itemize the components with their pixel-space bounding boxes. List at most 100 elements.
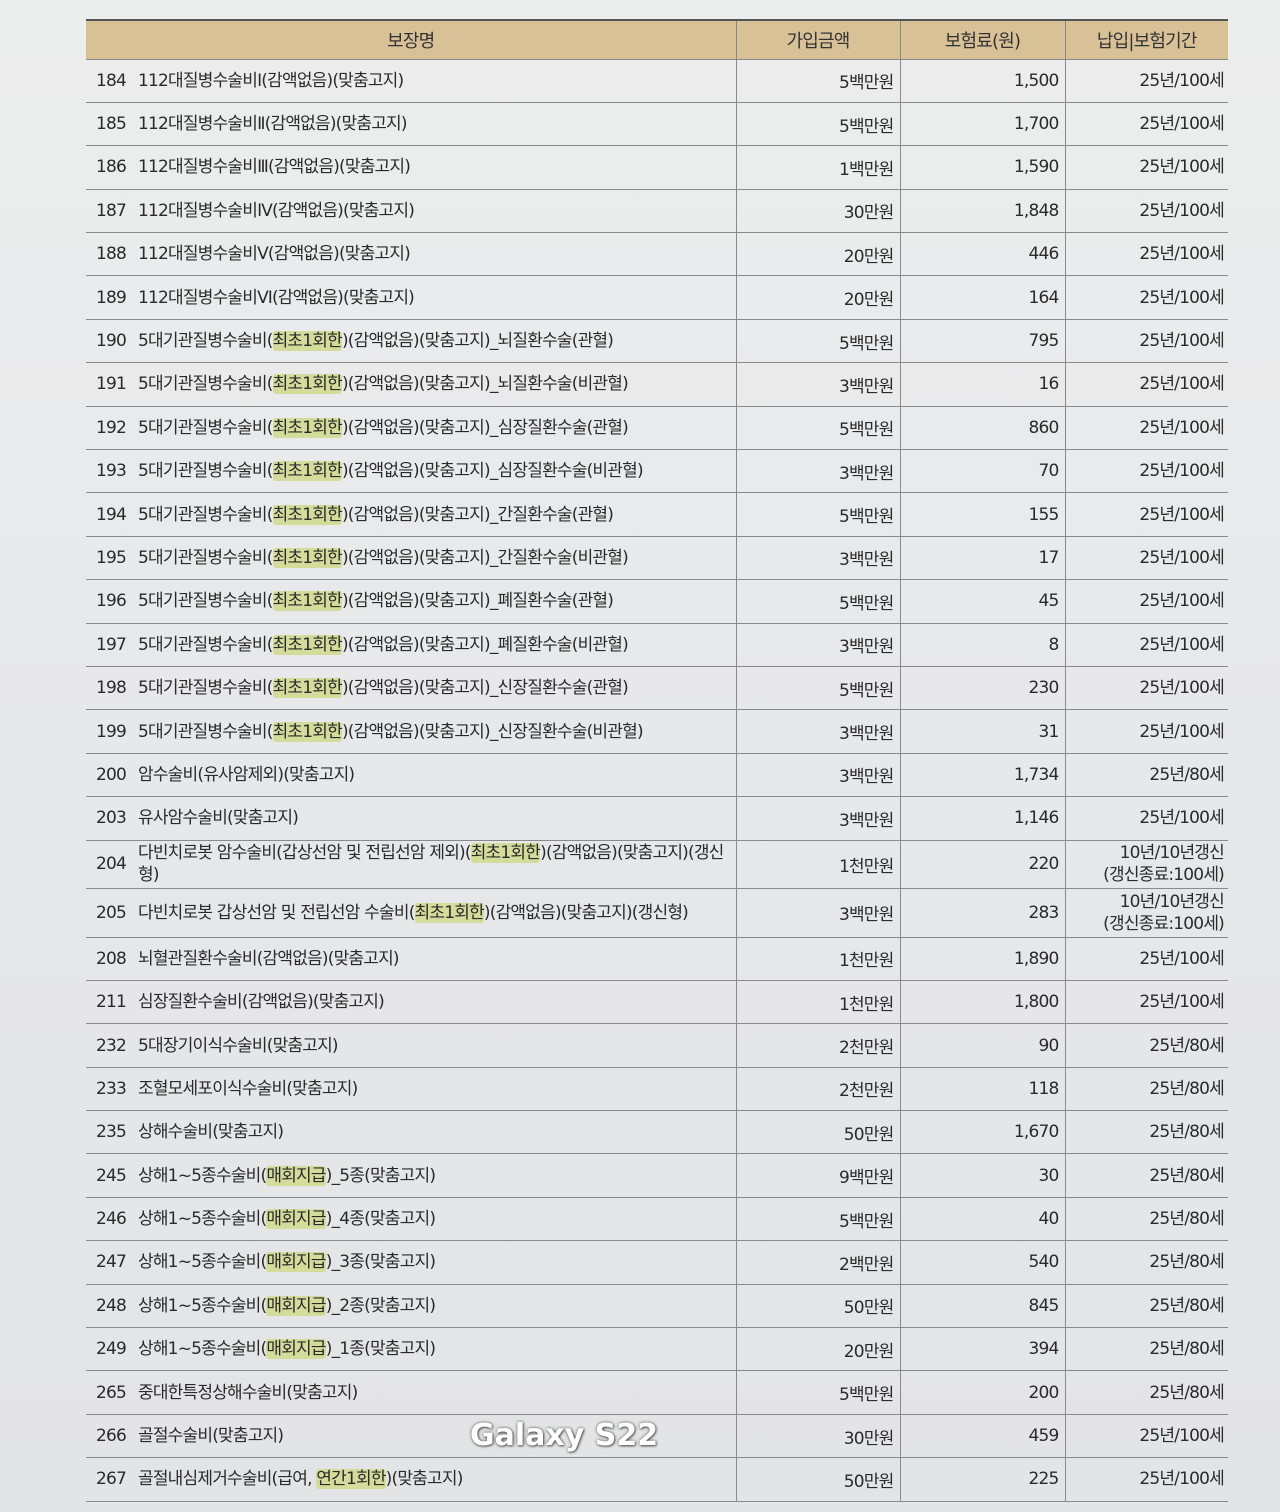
highlighted-text: 최초1회한 bbox=[272, 678, 343, 699]
row-number: 235 bbox=[96, 1122, 127, 1143]
coverage-cell: 205 다빈치로봇 갑상선암 및 전립선암 수술비(최초1회한)(감액없음)(맞춤… bbox=[86, 888, 736, 938]
period-text: 25년/100세 bbox=[1139, 992, 1224, 1013]
coverage-name-text: 112대질병수술비Ⅳ(감액없음)(맞춤고지) bbox=[138, 200, 415, 221]
amount-cell: 3백만원 bbox=[735, 535, 900, 580]
coverage-cell: 186 112대질병수술비Ⅲ(감액없음)(맞춤고지) bbox=[86, 145, 736, 190]
coverage-cell-content: 185 112대질병수술비Ⅱ(감액없음)(맞춤고지) bbox=[96, 113, 730, 135]
coverage-cell: 192 5대기관질병수술비(최초1회한)(감액없음)(맞춤고지)_심장질환수술(관… bbox=[86, 405, 736, 450]
period-cell: 25년/80세 bbox=[1064, 1240, 1228, 1285]
row-number: 203 bbox=[96, 808, 127, 829]
premium-cell: 16 bbox=[899, 362, 1065, 407]
coverage-cell-content: 232 5대장기이식수술비(맞춤고지) bbox=[96, 1035, 730, 1057]
coverage-name-suffix: )(감액없음)(맞춤고지)_신장질환수술(비관혈) bbox=[341, 721, 644, 742]
coverage-cell-content: 265 중대한특정상해수술비(맞춤고지) bbox=[96, 1382, 730, 1404]
coverage-name: 상해1~5종수술비(매회지급)_5종(맞춤고지) bbox=[138, 1165, 730, 1187]
amount-cell: 3백만원 bbox=[735, 752, 900, 797]
amount-cell: 1천만원 bbox=[735, 936, 900, 981]
coverage-name: 상해1~5종수술비(매회지급)_4종(맞춤고지) bbox=[138, 1208, 730, 1230]
period-cell: 25년/100세 bbox=[1064, 1413, 1228, 1458]
coverage-name-text: 다빈치로봇 암수술비(갑상선암 및 전립선암 제외)( bbox=[138, 843, 472, 864]
row-number: 185 bbox=[96, 114, 127, 135]
coverage-name: 5대기관질병수술비(최초1회한)(감액없음)(맞춤고지)_신장질환수술(관혈) bbox=[138, 677, 730, 699]
coverage-cell: 195 5대기관질병수술비(최초1회한)(감액없음)(맞춤고지)_간질환수술(비관… bbox=[86, 535, 736, 580]
period-text: 25년/80세 bbox=[1149, 1252, 1224, 1273]
premium-cell: 795 bbox=[899, 318, 1065, 363]
amount-cell: 20만원 bbox=[735, 275, 900, 320]
coverage-name-text: 상해1~5종수술비( bbox=[138, 1165, 267, 1186]
period-cell: 25년/100세 bbox=[1064, 535, 1228, 580]
premium-cell: 118 bbox=[899, 1066, 1065, 1111]
row-number: 249 bbox=[96, 1339, 127, 1360]
period-renewal-text: (갱신종료:100세) bbox=[1103, 913, 1225, 934]
period-text: 25년/100세 bbox=[1139, 157, 1224, 178]
highlighted-text: 최초1회한 bbox=[414, 902, 485, 923]
coverage-name-text: 5대장기이식수술비(맞춤고지) bbox=[138, 1035, 339, 1056]
period-cell: 25년/100세 bbox=[1064, 232, 1228, 276]
coverage-name-suffix: )_1종(맞춤고지) bbox=[325, 1339, 436, 1360]
period-cell: 25년/100세 bbox=[1064, 449, 1228, 493]
period-text: 25년/100세 bbox=[1139, 634, 1224, 655]
period-text: 25년/100세 bbox=[1139, 504, 1224, 525]
coverage-cell: 249 상해1~5종수술비(매회지급)_1종(맞춤고지) bbox=[86, 1327, 736, 1371]
coverage-cell-content: 187 112대질병수술비Ⅳ(감액없음)(맞춤고지) bbox=[96, 200, 730, 222]
period-cell: 25년/100세 bbox=[1064, 579, 1228, 624]
period-text: 25년/80세 bbox=[1149, 1078, 1224, 1099]
period-cell: 25년/80세 bbox=[1064, 1153, 1228, 1198]
coverage-name: 심장질환수술비(감액없음)(맞춤고지) bbox=[138, 991, 730, 1013]
row-number: 246 bbox=[96, 1209, 127, 1230]
row-number: 248 bbox=[96, 1295, 127, 1316]
coverage-name-suffix: )_4종(맞춤고지) bbox=[325, 1209, 436, 1230]
row-number: 191 bbox=[96, 374, 127, 395]
period-text: 25년/100세 bbox=[1139, 417, 1224, 438]
coverage-cell-content: 198 5대기관질병수술비(최초1회한)(감액없음)(맞춤고지)_신장질환수술(관… bbox=[96, 677, 730, 699]
amount-cell: 5백만원 bbox=[735, 579, 900, 624]
period-text: 25년/100세 bbox=[1139, 1426, 1224, 1447]
amount-cell: 5백만원 bbox=[735, 492, 900, 537]
highlighted-text: 최초1회한 bbox=[272, 461, 343, 482]
table-row: 184 112대질병수술비Ⅰ(감액없음)(맞춤고지) 5백만원 1,500 25년… bbox=[86, 58, 1228, 103]
coverage-name-text: 골절수술비(맞춤고지) bbox=[138, 1426, 284, 1447]
coverage-name-text: 112대질병수술비Ⅰ(감액없음)(맞춤고지) bbox=[138, 70, 404, 91]
table-row: 192 5대기관질병수술비(최초1회한)(감액없음)(맞춤고지)_심장질환수술(관… bbox=[86, 405, 1228, 450]
coverage-cell: 197 5대기관질병수술비(최초1회한)(감액없음)(맞춤고지)_폐질환수술(비관… bbox=[86, 622, 736, 667]
premium-cell: 155 bbox=[899, 492, 1065, 537]
period-text: 25년/100세 bbox=[1139, 244, 1224, 265]
coverage-cell: 265 중대한특정상해수술비(맞춤고지) bbox=[86, 1370, 736, 1415]
coverage-name-text: 112대질병수술비Ⅲ(감액없음)(맞춤고지) bbox=[138, 157, 411, 178]
coverage-name: 상해수술비(맞춤고지) bbox=[138, 1121, 730, 1143]
period-cell: 25년/100세 bbox=[1064, 362, 1228, 407]
period-text: 25년/80세 bbox=[1149, 764, 1224, 785]
coverage-table: 보장명 가입금액 보험료(원) 납입|보험기간 184 112대질병수술비Ⅰ(감액… bbox=[86, 19, 1228, 1502]
premium-cell: 394 bbox=[899, 1327, 1065, 1371]
period-text: 25년/80세 bbox=[1149, 1209, 1224, 1230]
period-cell: 10년/10년갱신 (갱신종료:100세) bbox=[1064, 888, 1228, 938]
coverage-name: 112대질병수술비Ⅳ(감액없음)(맞춤고지) bbox=[138, 200, 730, 222]
period-text: 25년/100세 bbox=[1139, 287, 1224, 308]
coverage-name-text: 상해1~5종수술비( bbox=[138, 1209, 267, 1230]
coverage-name-text: 112대질병수술비Ⅵ(감액없음)(맞춤고지) bbox=[138, 287, 415, 308]
row-number: 233 bbox=[96, 1078, 127, 1099]
amount-cell: 5백만원 bbox=[735, 405, 900, 450]
period-cell: 25년/100세 bbox=[1064, 1457, 1228, 1502]
coverage-cell: 184 112대질병수술비Ⅰ(감액없음)(맞춤고지) bbox=[86, 58, 736, 103]
coverage-cell: 246 상해1~5종수술비(매회지급)_4종(맞춤고지) bbox=[86, 1196, 736, 1241]
period-cell: 25년/100세 bbox=[1064, 188, 1228, 233]
premium-cell: 1,848 bbox=[899, 188, 1065, 233]
table-row: 232 5대장기이식수술비(맞춤고지) 2천만원 90 25년/80세 bbox=[86, 1023, 1228, 1068]
period-text: 25년/80세 bbox=[1149, 1295, 1224, 1316]
coverage-name-text: 5대기관질병수술비( bbox=[138, 461, 273, 482]
table-row: 208 뇌혈관질환수술비(감액없음)(맞춤고지) 1천만원 1,890 25년/1… bbox=[86, 936, 1228, 981]
coverage-name: 5대기관질병수술비(최초1회한)(감액없음)(맞춤고지)_심장질환수술(비관혈) bbox=[138, 460, 730, 482]
coverage-cell-content: 246 상해1~5종수술비(매회지급)_4종(맞춤고지) bbox=[96, 1208, 730, 1230]
period-cell: 25년/100세 bbox=[1064, 492, 1228, 537]
table-row: 245 상해1~5종수술비(매회지급)_5종(맞춤고지) 9백만원 30 25년/… bbox=[86, 1153, 1228, 1198]
coverage-cell-content: 266 골절수술비(맞춤고지) bbox=[96, 1425, 730, 1447]
coverage-cell: 233 조혈모세포이식수술비(맞춤고지) bbox=[86, 1066, 736, 1111]
premium-cell: 90 bbox=[899, 1023, 1065, 1068]
coverage-cell-content: 192 5대기관질병수술비(최초1회한)(감액없음)(맞춤고지)_심장질환수술(관… bbox=[96, 417, 730, 439]
header-amount: 가입금액 bbox=[735, 20, 900, 59]
amount-cell: 3백만원 bbox=[735, 449, 900, 493]
coverage-cell-content: 195 5대기관질병수술비(최초1회한)(감액없음)(맞춤고지)_간질환수술(비관… bbox=[96, 547, 730, 569]
coverage-cell-content: 190 5대기관질병수술비(최초1회한)(감액없음)(맞춤고지)_뇌질환수술(관혈… bbox=[96, 330, 730, 352]
coverage-name: 암수술비(유사암제외)(맞춤고지) bbox=[138, 764, 730, 786]
